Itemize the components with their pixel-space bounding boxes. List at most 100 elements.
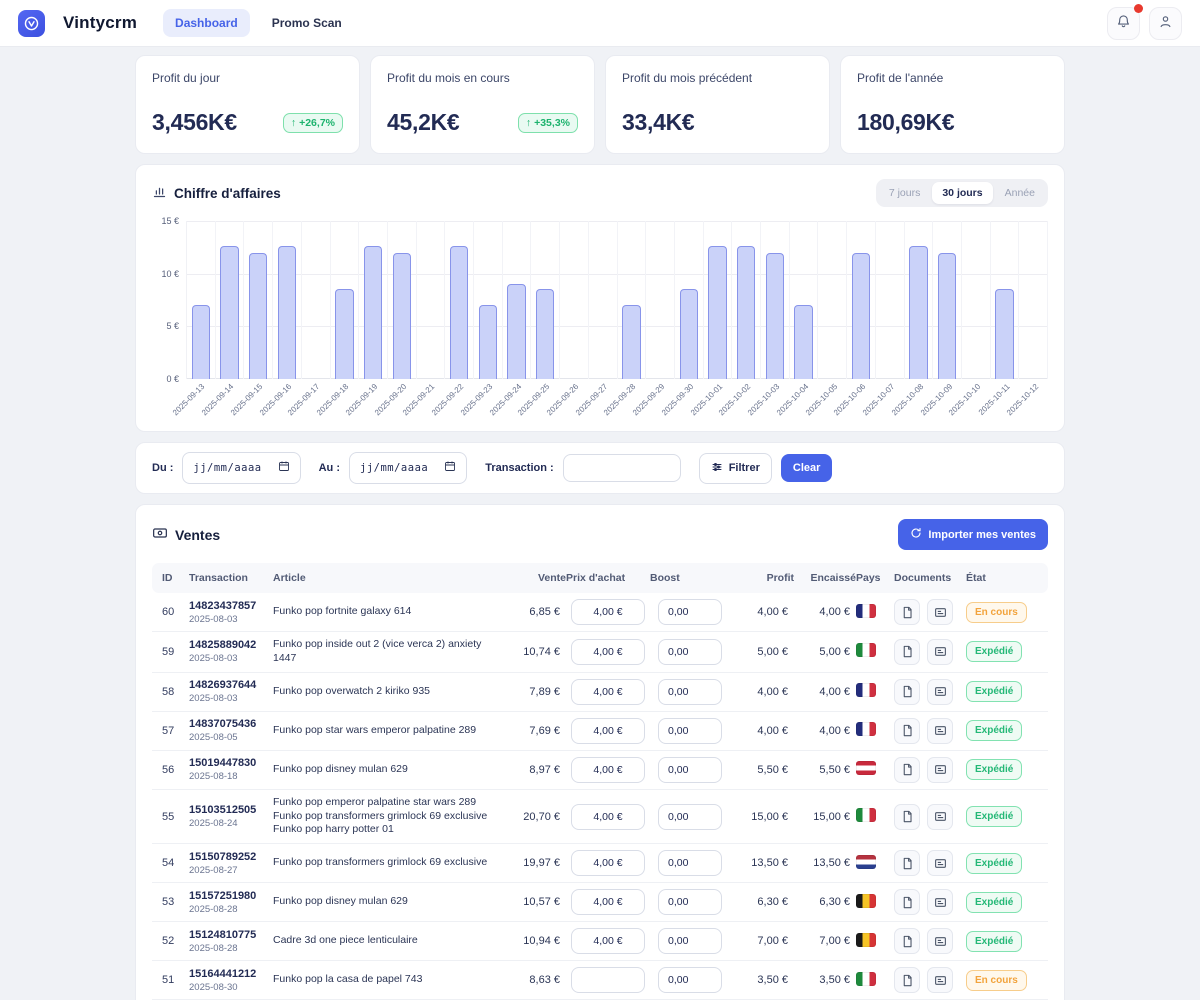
chart-bar[interactable] <box>249 252 268 379</box>
cell-prix-achat <box>566 803 650 830</box>
chart-bar[interactable] <box>220 246 239 379</box>
bar-slot <box>704 221 733 379</box>
chart-bar[interactable] <box>794 305 813 379</box>
notifications-button[interactable] <box>1107 3 1143 40</box>
shipping-label-button[interactable] <box>927 967 953 994</box>
chart-bar[interactable] <box>363 246 383 379</box>
filter-button[interactable]: Filtrer <box>698 452 772 484</box>
cell-etat: Expédié <box>966 681 1038 703</box>
cell-article: Cadre 3d one piece lenticulaire <box>273 934 508 948</box>
shipping-label-button[interactable] <box>927 717 953 744</box>
stat-card-label: Profit du mois en cours <box>387 71 510 85</box>
topbar: Vintycrm Dashboard Promo Scan <box>0 0 1200 47</box>
shipping-label-button[interactable] <box>927 803 953 830</box>
prix-achat-input[interactable] <box>571 599 645 625</box>
cell-etat: Expédié <box>966 720 1038 742</box>
range-button-année[interactable]: Année <box>995 182 1045 204</box>
boost-input[interactable] <box>658 638 722 665</box>
cell-boost <box>650 599 730 625</box>
shipping-label-button[interactable] <box>927 889 953 916</box>
chart-bar[interactable] <box>909 246 928 379</box>
account-button[interactable] <box>1149 6 1182 40</box>
boost-input[interactable] <box>658 599 722 625</box>
shipping-label-button[interactable] <box>927 599 953 625</box>
cell-transaction: 15157251980 2025-08-28 <box>189 890 273 915</box>
date-to-input[interactable]: jj/mm/aaaa <box>349 452 468 484</box>
boost-input[interactable] <box>658 756 722 783</box>
chart-bar[interactable] <box>995 289 1014 379</box>
stat-card-profit-mois-en-cours: Profit du mois en cours 45,2K€ ↑ +35,3% <box>370 55 595 154</box>
transaction-filter-input[interactable] <box>562 454 681 482</box>
prix-achat-input[interactable] <box>571 638 645 665</box>
chart-bar[interactable] <box>450 246 469 379</box>
chart-bar[interactable] <box>708 246 727 379</box>
chart-bar[interactable] <box>536 289 555 379</box>
invoice-document-button[interactable] <box>894 967 920 994</box>
prix-achat-input[interactable] <box>571 889 645 916</box>
chart-bar[interactable] <box>191 305 210 379</box>
range-button-7-jours[interactable]: 7 jours <box>879 182 931 204</box>
chart-bar[interactable] <box>679 289 698 379</box>
cell-id: 60 <box>162 606 175 618</box>
invoice-document-button[interactable] <box>894 928 920 955</box>
cell-prix-achat <box>566 638 650 665</box>
invoice-document-button[interactable] <box>894 638 920 665</box>
prix-achat-input[interactable] <box>571 850 645 877</box>
cell-prix-achat <box>566 717 650 744</box>
boost-input[interactable] <box>658 678 722 705</box>
bar-slot <box>732 221 762 379</box>
invoice-document-button[interactable] <box>894 850 920 877</box>
invoice-document-button[interactable] <box>894 599 920 625</box>
import-sales-button[interactable]: Importer mes ventes <box>898 519 1048 550</box>
prix-achat-input[interactable] <box>571 678 645 705</box>
boost-input[interactable] <box>658 967 722 994</box>
prix-achat-input[interactable] <box>571 967 645 994</box>
status-badge: Expédié <box>966 806 1023 827</box>
shipping-label-button[interactable] <box>927 678 953 705</box>
invoice-document-button[interactable] <box>894 756 920 783</box>
chart-bar[interactable] <box>937 252 957 379</box>
chart-bar[interactable] <box>478 305 498 379</box>
invoice-document-button[interactable] <box>894 717 920 744</box>
chart-bar[interactable] <box>851 252 871 379</box>
boost-input[interactable] <box>658 803 722 830</box>
chart-bar[interactable] <box>277 246 297 379</box>
invoice-document-button[interactable] <box>894 889 920 916</box>
shipping-label-button[interactable] <box>927 638 953 665</box>
invoice-document-button[interactable] <box>894 678 920 705</box>
prix-achat-input[interactable] <box>571 803 645 830</box>
table-row: 56 15019447830 2025-08-18 Funko pop disney … <box>152 751 1048 790</box>
y-axis-tick: 0 € <box>166 374 179 384</box>
invoice-document-button[interactable] <box>894 803 920 830</box>
boost-input[interactable] <box>658 850 722 877</box>
prix-achat-input[interactable] <box>571 928 645 955</box>
cell-id: 57 <box>162 724 175 737</box>
chart-bar[interactable] <box>392 252 411 379</box>
tab-dashboard[interactable]: Dashboard <box>163 9 250 37</box>
sales-table: ID Transaction Article Vente Prix d'achat Boo… <box>152 563 1048 1000</box>
bar-slot <box>618 221 647 379</box>
cell-pays <box>856 643 894 660</box>
bar-slot <box>761 221 790 379</box>
filter-button-label: Filtrer <box>728 462 760 474</box>
chart-bar[interactable] <box>737 246 756 379</box>
transaction-number: 15164441212 <box>189 967 257 980</box>
boost-input[interactable] <box>658 928 722 955</box>
shipping-label-button[interactable] <box>927 756 953 783</box>
shipping-label-button[interactable] <box>927 850 953 877</box>
range-button-30-jours[interactable]: 30 jours <box>932 182 993 204</box>
chart-bar[interactable] <box>765 252 785 379</box>
bar-slot <box>417 221 446 379</box>
tab-promo-scan[interactable]: Promo Scan <box>260 9 354 37</box>
shipping-label-button[interactable] <box>927 928 953 955</box>
prix-achat-input[interactable] <box>571 756 645 783</box>
date-from-input[interactable]: jj/mm/aaaa <box>182 452 301 484</box>
clear-button[interactable]: Clear <box>780 454 833 482</box>
boost-input[interactable] <box>658 889 722 916</box>
prix-achat-input[interactable] <box>571 717 645 744</box>
chart-bar[interactable] <box>622 305 641 379</box>
boost-input[interactable] <box>658 717 722 744</box>
stat-trend-badge: ↑ +26,7% <box>282 112 343 133</box>
chart-bar[interactable] <box>335 289 354 379</box>
chart-bar[interactable] <box>507 284 526 379</box>
